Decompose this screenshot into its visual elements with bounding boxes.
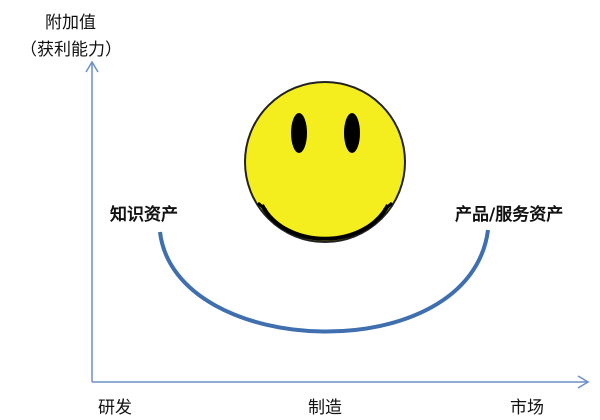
x-tick-rd: 研发 [98, 398, 132, 418]
x-axis-arrow [577, 375, 590, 389]
curve-label-right: 产品/服务资产 [455, 205, 564, 225]
x-tick-market: 市场 [510, 398, 544, 418]
curve-label-left: 知识资产 [110, 205, 178, 225]
y-axis-label-line2: （获利能力） [20, 40, 122, 60]
y-axis-label-line1: 附加值 [45, 13, 96, 33]
y-axis-arrow [85, 60, 99, 73]
smiley-face-icon [244, 81, 406, 243]
smile-curve [158, 229, 490, 334]
x-tick-manufacturing: 制造 [308, 398, 342, 418]
